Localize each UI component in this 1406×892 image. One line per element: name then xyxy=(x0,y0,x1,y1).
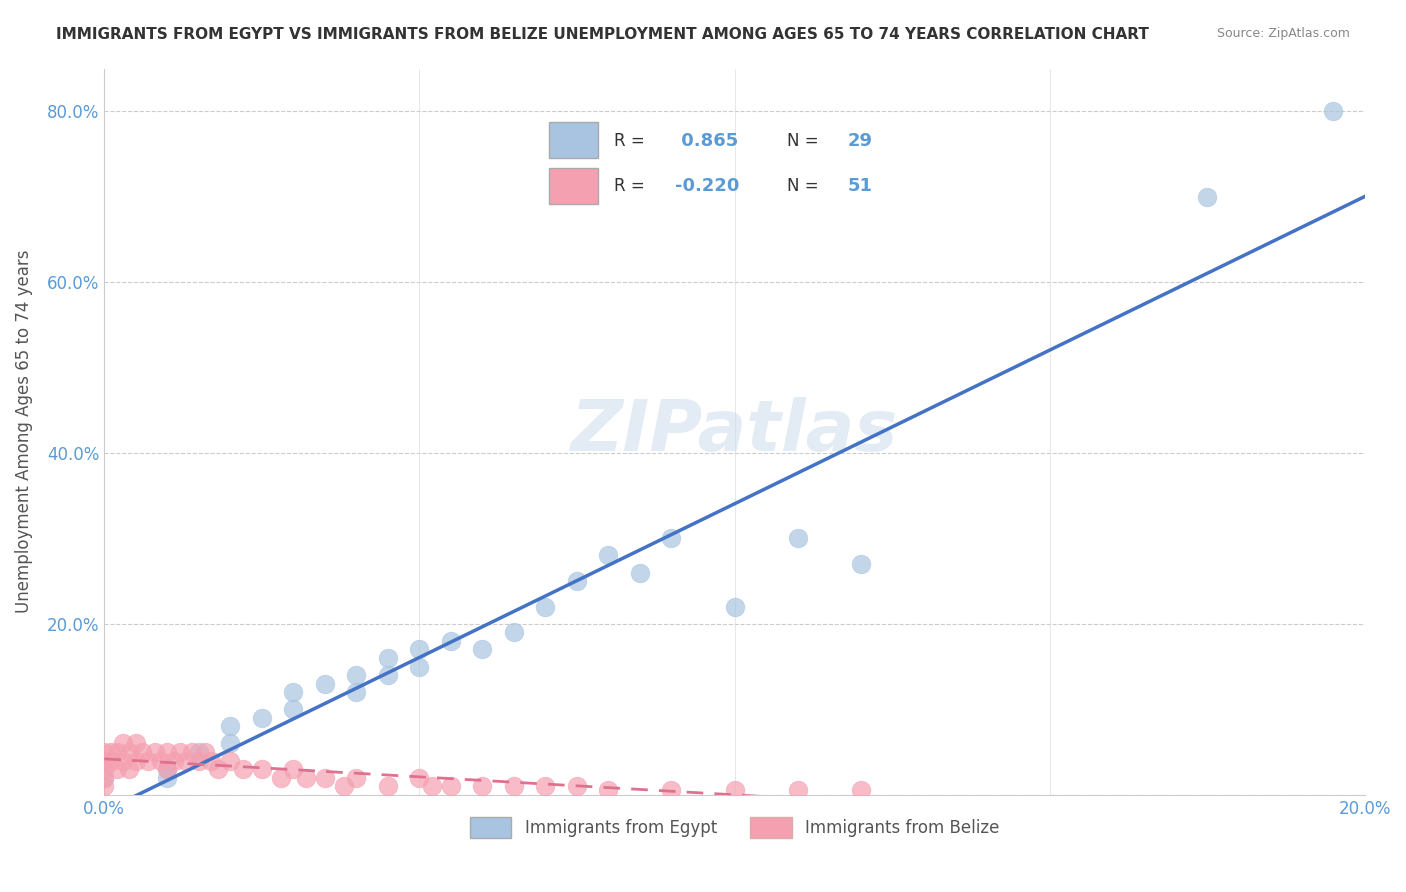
Text: Source: ZipAtlas.com: Source: ZipAtlas.com xyxy=(1216,27,1350,40)
Point xyxy=(344,668,367,682)
Point xyxy=(112,754,135,768)
Point xyxy=(219,754,242,768)
Point xyxy=(112,736,135,750)
Legend: Immigrants from Egypt, Immigrants from Belize: Immigrants from Egypt, Immigrants from B… xyxy=(463,811,1007,845)
Point xyxy=(105,762,128,776)
Point xyxy=(270,771,292,785)
Point xyxy=(723,783,745,797)
Point xyxy=(408,659,430,673)
Point xyxy=(149,754,172,768)
Point xyxy=(408,642,430,657)
Point xyxy=(723,599,745,614)
Point xyxy=(100,754,122,768)
Point xyxy=(125,736,148,750)
Point xyxy=(138,754,160,768)
Point xyxy=(295,771,318,785)
Point xyxy=(786,783,808,797)
Point xyxy=(200,754,222,768)
Text: IMMIGRANTS FROM EGYPT VS IMMIGRANTS FROM BELIZE UNEMPLOYMENT AMONG AGES 65 TO 74: IMMIGRANTS FROM EGYPT VS IMMIGRANTS FROM… xyxy=(56,27,1149,42)
Point xyxy=(283,685,305,699)
Point xyxy=(100,745,122,759)
Point xyxy=(661,783,683,797)
Point xyxy=(440,779,463,793)
Point xyxy=(143,745,166,759)
Point xyxy=(118,745,141,759)
Point xyxy=(118,762,141,776)
Point xyxy=(105,745,128,759)
Point xyxy=(232,762,254,776)
Point xyxy=(181,745,204,759)
Text: ZIPatlas: ZIPatlas xyxy=(571,397,898,467)
Point xyxy=(156,762,179,776)
Point xyxy=(174,754,197,768)
Point xyxy=(408,771,430,785)
Point xyxy=(661,532,683,546)
Point xyxy=(156,762,179,776)
Point xyxy=(93,779,115,793)
Point xyxy=(156,745,179,759)
Point xyxy=(344,685,367,699)
Point xyxy=(332,779,354,793)
Point xyxy=(377,651,399,665)
Point xyxy=(219,736,242,750)
Point xyxy=(534,779,557,793)
Point xyxy=(207,762,229,776)
Point xyxy=(849,557,872,571)
Point xyxy=(1197,189,1219,203)
Point xyxy=(250,711,273,725)
Point xyxy=(377,668,399,682)
Point xyxy=(194,745,217,759)
Point xyxy=(156,771,179,785)
Point xyxy=(219,719,242,733)
Point xyxy=(187,754,209,768)
Point xyxy=(283,762,305,776)
Point xyxy=(534,599,557,614)
Point xyxy=(125,754,148,768)
Point xyxy=(314,676,336,690)
Point xyxy=(250,762,273,776)
Point xyxy=(93,762,115,776)
Point xyxy=(565,779,588,793)
Point xyxy=(471,642,494,657)
Point xyxy=(849,783,872,797)
Point xyxy=(503,625,526,640)
Point xyxy=(93,771,115,785)
Point xyxy=(786,532,808,546)
Point xyxy=(377,779,399,793)
Point xyxy=(598,549,620,563)
Point xyxy=(314,771,336,785)
Point xyxy=(1322,104,1344,119)
Y-axis label: Unemployment Among Ages 65 to 74 years: Unemployment Among Ages 65 to 74 years xyxy=(15,250,32,614)
Point xyxy=(169,745,191,759)
Point xyxy=(628,566,651,580)
Point xyxy=(162,754,184,768)
Point xyxy=(420,779,443,793)
Point xyxy=(131,745,153,759)
Point xyxy=(503,779,526,793)
Point xyxy=(344,771,367,785)
Point xyxy=(283,702,305,716)
Point xyxy=(93,754,115,768)
Point xyxy=(93,745,115,759)
Point xyxy=(440,634,463,648)
Point xyxy=(471,779,494,793)
Point xyxy=(187,745,209,759)
Point xyxy=(565,574,588,588)
Point xyxy=(598,783,620,797)
Point xyxy=(93,771,115,785)
